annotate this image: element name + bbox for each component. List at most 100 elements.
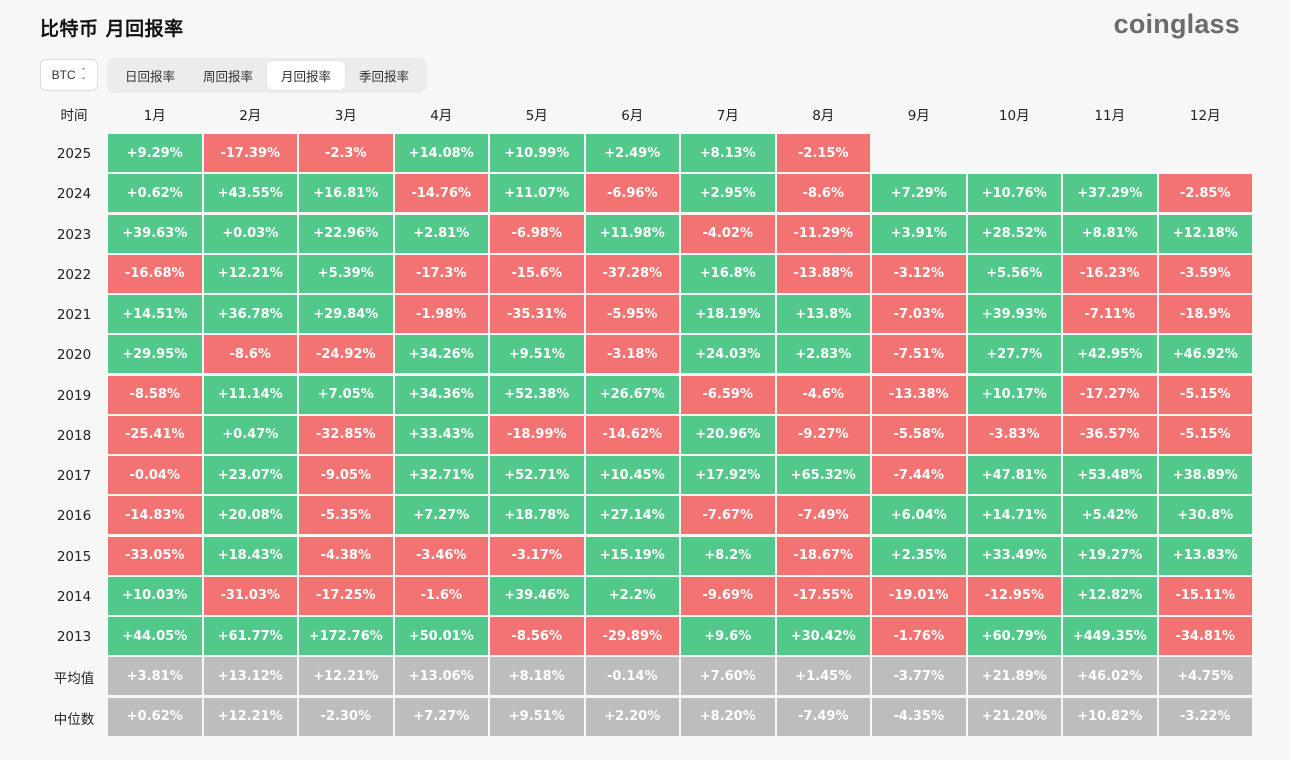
return-cell: +27.14%: [585, 496, 679, 535]
return-cell: +42.95%: [1063, 335, 1157, 374]
return-cell: -13.88%: [776, 254, 870, 293]
summary-row: 中位数 +0.62% +12.21% -2.30% +7.27% +9.51% +2.20%…: [0, 697, 1290, 738]
return-cell: +16.8%: [681, 254, 775, 293]
return-cell: +8.2%: [681, 536, 775, 575]
return-cell: -3.18%: [585, 335, 679, 374]
return-cell: -37.28%: [585, 254, 679, 293]
return-cell: +10.17%: [967, 375, 1061, 414]
return-cell: -6.59%: [681, 375, 775, 414]
return-cell: +28.52%: [967, 214, 1061, 253]
header-time-label: 时间: [60, 108, 88, 124]
header-month: 9月: [907, 108, 930, 124]
return-cell: -7.49%: [776, 496, 870, 535]
return-cell: +34.26%: [394, 335, 488, 374]
header-month: 8月: [812, 108, 835, 124]
return-cell: -16.23%: [1063, 254, 1157, 293]
header-month: 7月: [716, 108, 739, 124]
return-cell: -8.58%: [108, 375, 202, 414]
return-cell: +43.55%: [203, 174, 297, 213]
return-cell: +17.92%: [681, 456, 775, 494]
return-cell: -35.31%: [490, 295, 584, 333]
return-cell: +11.98%: [585, 214, 679, 253]
return-cell: -3.17%: [490, 536, 584, 575]
summary-cell: +12.21%: [203, 697, 297, 736]
year-label: 2025: [56, 146, 92, 162]
return-cell: [968, 134, 1062, 172]
table-row: 2024 +0.62% +43.55% +16.81% -14.76% +11.07% -6…: [0, 174, 1290, 214]
return-cell: -2.3%: [299, 134, 393, 172]
return-cell: +6.04%: [872, 496, 966, 535]
table-row: 2022 -16.68% +12.21% +5.39% -17.3% -15.6% -37.…: [0, 254, 1290, 295]
return-cell: +9.51%: [490, 335, 584, 374]
summary-cell: +9.51%: [490, 697, 584, 736]
return-cell: -2.15%: [776, 134, 870, 172]
return-cell: +14.51%: [108, 295, 202, 333]
return-cell: -34.81%: [1158, 617, 1252, 655]
asset-select[interactable]: BTC ⌃ ⌄: [40, 59, 98, 91]
return-cell: -8.6%: [776, 174, 870, 213]
table-row: 2018 -25.41% +0.47% -32.85% +33.43% -18.99% -1…: [0, 415, 1290, 456]
return-cell: -17.39%: [203, 134, 297, 172]
return-cell: +13.8%: [776, 295, 870, 333]
return-cell: +47.81%: [967, 456, 1061, 494]
return-cell: +50.01%: [394, 617, 488, 655]
header-month: 10月: [998, 108, 1030, 124]
return-cell: -24.92%: [299, 335, 393, 374]
year-label: 2020: [56, 347, 92, 364]
return-cell: +39.63%: [108, 214, 202, 253]
return-cell: -3.59%: [1158, 254, 1252, 293]
return-cell: -5.15%: [1158, 415, 1252, 454]
summary-cell: +3.81%: [108, 657, 202, 696]
return-cell: -12.95%: [967, 576, 1061, 615]
return-cell: +12.18%: [1158, 214, 1252, 253]
tab-monthly-return[interactable]: 月回报率: [267, 61, 346, 90]
return-cell: -18.99%: [490, 415, 584, 454]
year-label: 2018: [56, 427, 92, 444]
return-cell: +27.7%: [967, 335, 1061, 374]
return-cell: +11.07%: [490, 174, 584, 213]
return-cell: -5.95%: [585, 295, 679, 333]
return-cell: +8.81%: [1063, 214, 1157, 253]
return-cell: -8.6%: [203, 335, 297, 374]
return-cell: -8.56%: [490, 617, 584, 655]
page-title: 比特币 月回报率: [40, 18, 184, 40]
return-cell: +2.2%: [585, 576, 679, 615]
return-cell: +36.78%: [203, 295, 297, 333]
return-cell: +65.32%: [776, 456, 870, 494]
return-cell: +18.43%: [203, 536, 297, 575]
summary-cell: +13.06%: [394, 657, 488, 696]
tab-weekly-return[interactable]: 周回报率: [203, 69, 254, 84]
return-cell: +14.71%: [967, 496, 1061, 535]
summary-cell: -3.22%: [1158, 697, 1252, 736]
return-cell: +29.95%: [108, 335, 202, 374]
return-cell: +52.71%: [490, 456, 584, 494]
year-label: 2022: [56, 266, 92, 283]
table-row: 2015 -33.05% +18.43% -4.38% -3.46% -3.17% +15.…: [0, 536, 1290, 577]
return-cell: +0.03%: [203, 214, 297, 253]
chevron-up-down-icon: ⌃ ⌄: [80, 68, 87, 81]
return-cell: +12.82%: [1063, 576, 1157, 615]
header-month: 11月: [1094, 108, 1126, 124]
summary-cell: +7.27%: [394, 697, 488, 736]
year-label: 2014: [56, 588, 92, 605]
summary-cell: +8.20%: [681, 697, 775, 736]
return-cell: -15.11%: [1158, 576, 1252, 615]
return-cell: -4.02%: [681, 214, 775, 253]
table-row: 2016 -14.83% +20.08% -5.35% +7.27% +18.78% +27…: [0, 496, 1290, 536]
return-cell: +53.48%: [1063, 456, 1157, 494]
return-cell: +18.19%: [681, 295, 775, 333]
tab-daily-return[interactable]: 日回报率: [125, 69, 176, 84]
return-cell: -11.29%: [776, 214, 870, 253]
return-cell: -5.58%: [872, 415, 966, 454]
header-month: 3月: [334, 108, 357, 124]
summary-cell: -4.35%: [872, 697, 966, 736]
return-cell: -14.62%: [585, 415, 679, 454]
summary-cell: +21.89%: [967, 657, 1061, 696]
return-cell: +5.39%: [299, 254, 393, 293]
table-row: 2013 +44.05% +61.77% +172.76% +50.01% -8.56% -…: [0, 617, 1290, 657]
return-cell: -1.76%: [872, 617, 966, 655]
tab-quarterly-return[interactable]: 季回报率: [359, 69, 410, 84]
table-row: 2023 +39.63% +0.03% +22.96% +2.81% -6.98% +11.…: [0, 214, 1290, 255]
header-month: 2月: [239, 108, 262, 124]
return-cell: +29.84%: [299, 295, 393, 333]
